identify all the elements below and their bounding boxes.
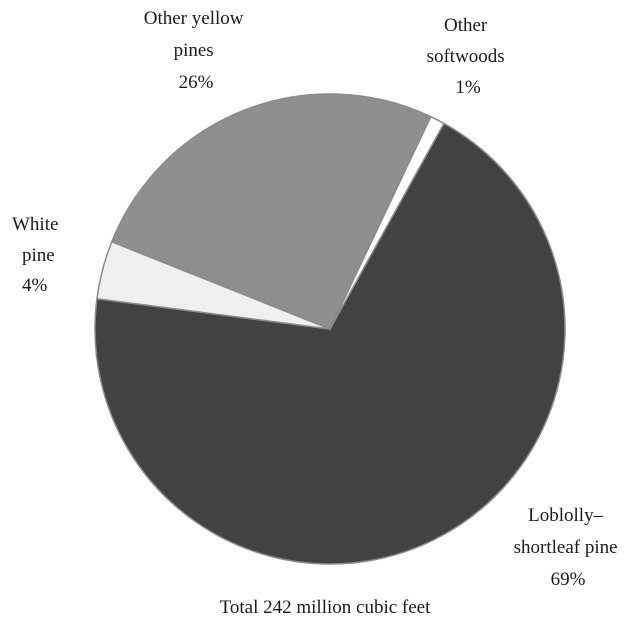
pie-slice-softwoods — [329, 115, 445, 330]
pie-slice-loblolly — [94, 122, 566, 565]
slice-label-other-yellow-pines: Other yellow pines 26% — [144, 8, 248, 93]
chart-caption: Total 242 million cubic feet — [220, 597, 432, 618]
slice-label-loblolly: Loblolly– shortleaf pine 69% — [514, 505, 623, 590]
pie-slice-yellow — [111, 93, 432, 330]
slice-label-other-softwoods: Other softwoods 1% — [427, 15, 510, 98]
pie-slices — [94, 93, 566, 565]
slice-label-white: White pine 4% — [12, 214, 63, 296]
